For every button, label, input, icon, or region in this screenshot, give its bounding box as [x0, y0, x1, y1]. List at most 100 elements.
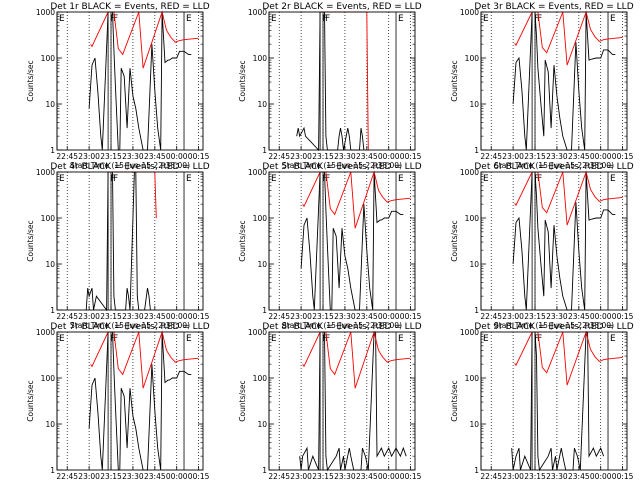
series-events — [85, 171, 151, 312]
x-tick-label: 22:45 — [268, 472, 290, 480]
x-tick-label: 22:45 — [56, 472, 78, 480]
x-tick-label: 22:45 — [480, 152, 502, 161]
plot-frame — [268, 11, 416, 151]
series-events — [299, 331, 407, 472]
y-tick-label: 1 — [474, 146, 479, 155]
y-axis-label: Counts/sec — [450, 380, 459, 421]
marker-label: F — [534, 334, 539, 344]
marker-label: E — [483, 174, 489, 184]
marker-label: E — [186, 14, 192, 24]
y-tick-label: 1000 — [36, 168, 55, 177]
marker-label: E — [59, 14, 65, 24]
x-tick-label: 23:45 — [568, 152, 590, 161]
marker-label: F — [113, 334, 118, 344]
y-tick-label: 10 — [469, 260, 479, 269]
x-tick-label: 00:15 — [400, 472, 422, 480]
plot-frame — [56, 11, 204, 151]
y-tick-label: 10 — [469, 100, 479, 109]
panel-title: Det 3r BLACK = Events, RED = LLD — [474, 2, 633, 12]
y-axis-label: Counts/sec — [238, 60, 247, 101]
y-tick-label: 100 — [41, 374, 56, 383]
marker-label: F — [534, 14, 539, 24]
y-axis-label: Counts/sec — [26, 60, 35, 101]
y-tick-label: 1 — [50, 306, 55, 315]
x-tick-label: 23:45 — [568, 312, 590, 321]
marker-label: F — [113, 14, 118, 24]
y-axis-label: Counts/sec — [238, 380, 247, 421]
x-tick-label: 22:45 — [480, 472, 502, 480]
marker-label: E — [483, 14, 489, 24]
x-tick-label: 23:00 — [290, 472, 312, 480]
y-axis-label: Counts/sec — [450, 220, 459, 261]
panel-title: Det 7r BLACK = Events, RED = LLD — [50, 322, 209, 332]
y-tick-label: 1000 — [248, 8, 267, 17]
marker-label: E — [186, 174, 192, 184]
y-axis-label: Counts/sec — [26, 380, 35, 421]
x-tick-label: 23:00 — [502, 312, 524, 321]
marker-label: F — [537, 334, 542, 344]
x-tick-label: 00:15 — [400, 152, 422, 161]
x-axis-label: Start Time (15-Jun-15 22:38:00) — [282, 321, 402, 330]
marker-label: F — [113, 174, 118, 184]
marker-label: E — [59, 174, 65, 184]
marker-label: F — [537, 14, 542, 24]
marker-label: E — [398, 14, 404, 24]
y-tick-label: 1000 — [460, 8, 479, 17]
x-tick-label: 23:30 — [334, 312, 356, 321]
x-tick-label: 23:15 — [100, 472, 122, 480]
plot-frame — [56, 171, 204, 311]
y-tick-label: 1 — [262, 306, 267, 315]
plot-frame — [268, 331, 416, 471]
y-axis-label: Counts/sec — [450, 60, 459, 101]
x-tick-label: 23:30 — [122, 312, 144, 321]
marker-label: E — [186, 334, 192, 344]
y-tick-label: 100 — [465, 374, 480, 383]
x-tick-label: 00:15 — [188, 312, 210, 321]
x-tick-label: 23:15 — [524, 472, 546, 480]
x-axis-label: Start Time (15-Jun-15 22:38:00) — [70, 161, 190, 170]
series-events — [512, 171, 616, 311]
y-tick-label: 1 — [262, 466, 267, 475]
y-tick-label: 100 — [253, 54, 268, 63]
x-tick-label: 23:15 — [312, 152, 334, 161]
x-tick-label: 00:15 — [188, 472, 210, 480]
x-axis-label: Start Time (15-Jun-15 22:38:00) — [70, 321, 190, 330]
x-axis-label: Start Time (15-Jun-15 22:38:00) — [494, 321, 614, 330]
series-events — [511, 331, 605, 472]
y-tick-label: 10 — [45, 420, 55, 429]
y-tick-label: 1000 — [36, 8, 55, 17]
marker-label: E — [398, 174, 404, 184]
x-tick-label: 23:00 — [290, 312, 312, 321]
x-tick-label: 00:15 — [612, 312, 634, 321]
y-tick-label: 1 — [474, 306, 479, 315]
x-axis-label: Start Time (15-Jun-15 22:38:00) — [282, 161, 402, 170]
plot-frame — [480, 11, 628, 151]
y-tick-label: 100 — [41, 54, 56, 63]
x-tick-label: 23:00 — [78, 472, 100, 480]
y-tick-label: 1000 — [248, 328, 267, 337]
marker-label: F — [325, 334, 330, 344]
x-tick-label: 23:15 — [524, 312, 546, 321]
x-tick-label: 23:30 — [546, 152, 568, 161]
marker-label: E — [610, 334, 616, 344]
x-tick-label: 00:00 — [378, 472, 400, 480]
x-tick-label: 00:00 — [166, 312, 188, 321]
y-tick-label: 1 — [474, 466, 479, 475]
x-tick-label: 23:45 — [144, 472, 166, 480]
x-tick-label: 22:45 — [268, 152, 290, 161]
marker-label: E — [610, 174, 616, 184]
x-tick-label: 00:15 — [188, 152, 210, 161]
series-events — [512, 11, 616, 151]
x-tick-label: 00:15 — [612, 152, 634, 161]
panel-title: Det 4r BLACK = Events, RED = LLD — [50, 162, 209, 172]
y-tick-label: 100 — [253, 214, 268, 223]
x-tick-label: 00:00 — [166, 152, 188, 161]
y-tick-label: 10 — [257, 420, 267, 429]
x-tick-label: 23:00 — [78, 152, 100, 161]
